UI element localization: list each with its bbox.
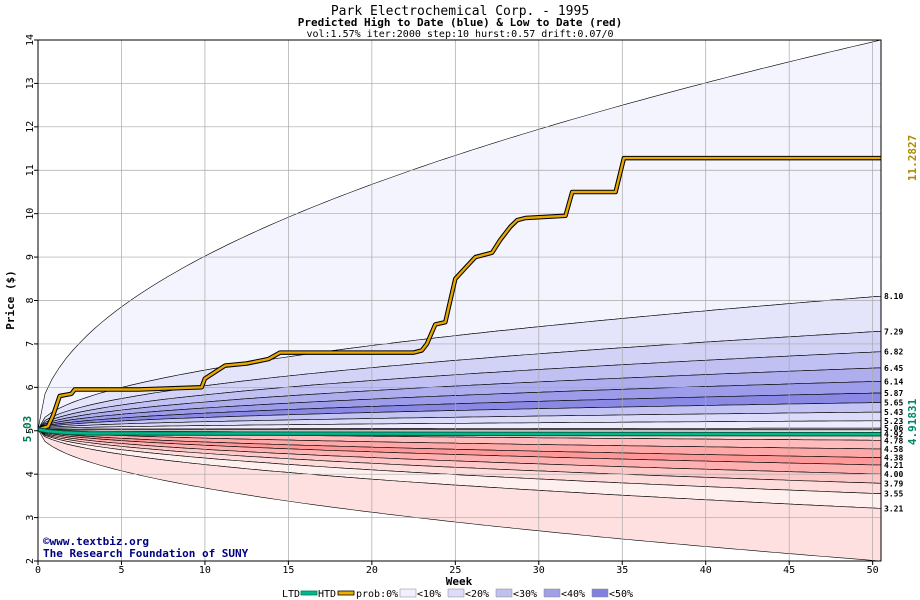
- band-labels: 8.10 7.29 6.82 6.45 6.14 5.875.655.435.235.06…: [884, 292, 903, 513]
- legend-ltd-swatch: [300, 590, 318, 596]
- y-axis-ticks: 2 3 4 5 6 7 8 9 10 11 12 13 14: [25, 34, 38, 564]
- watermark-line-2: The Research Foundation of SUNY: [43, 547, 249, 560]
- x-tick-label: 0: [35, 565, 41, 576]
- y-tick-label: 5: [25, 428, 36, 434]
- legend-items: <10% <20% <30% <40% <50%: [399, 588, 633, 600]
- y-tick-label: 2: [25, 558, 36, 564]
- band-end-label: 3.55: [884, 490, 903, 499]
- x-axis-label: Week: [446, 575, 473, 588]
- band-end-label: 8.10: [884, 292, 903, 301]
- y-tick-label: 4: [25, 471, 36, 477]
- htd-line: [37, 156, 881, 431]
- x-tick-label: 50: [867, 565, 879, 576]
- series-lines: [37, 155, 882, 437]
- band-end-label: 4.92: [884, 430, 903, 439]
- x-tick-label: 40: [700, 565, 712, 576]
- band-end-label: 5.23: [884, 417, 903, 426]
- htd-final-label: 11.2827: [906, 135, 919, 181]
- y-tick-label: 9: [25, 254, 36, 260]
- y-tick-label: 10: [25, 208, 36, 220]
- band-end-label: 5.87: [884, 389, 903, 398]
- legend-htd-swatch: [337, 590, 355, 596]
- legend-prob-label: prob:0%: [356, 589, 398, 600]
- start-price-label: 5.03: [21, 416, 34, 443]
- ltd-line: [37, 428, 882, 436]
- y-tick-label: 7: [25, 341, 36, 347]
- y-tick-label: 13: [25, 77, 36, 89]
- x-axis-ticks: 0 5 10 15 20 25 30 35 40 45 50: [35, 561, 879, 576]
- band-end-label: 4.58: [884, 445, 903, 454]
- band-end-label: 7.29: [884, 327, 903, 336]
- band-end-label: 3.79: [884, 479, 903, 488]
- band-end-label: 6.45: [884, 364, 903, 373]
- x-tick-label: 45: [783, 565, 795, 576]
- chart-title: Park Electrochemical Corp. - 1995: [331, 4, 589, 19]
- band-end-label: 5.65: [884, 399, 903, 408]
- band-end-label: 4.21: [884, 461, 903, 470]
- ltd-final-label: 4.91831: [906, 398, 919, 445]
- legend-htd-label: HTD: [318, 589, 336, 600]
- x-tick-label: 5: [118, 565, 124, 576]
- watermark-line-1: ©www.textbiz.org: [43, 535, 149, 548]
- y-tick-label: 3: [25, 515, 36, 521]
- band-end-label: 4.00: [884, 470, 903, 479]
- band-end-label: 4.38: [884, 454, 903, 463]
- y-tick-label: 14: [25, 34, 36, 46]
- legend-item-label: <40%: [561, 589, 585, 600]
- band-end-label: 3.21: [884, 504, 903, 513]
- y-tick-label: 11: [25, 164, 36, 176]
- band-end-label: 4.78: [884, 436, 903, 445]
- band-end-label: 6.14: [884, 377, 903, 386]
- y-tick-label: 8: [25, 297, 36, 303]
- legend-item-label: <20%: [465, 589, 489, 600]
- legend: LTD HTD prob:0% <10% <20% <30% <40% <50%: [282, 588, 633, 600]
- legend-swatch-1: [447, 588, 465, 598]
- chart-subtitle: Predicted High to Date (blue) & Low to D…: [298, 16, 623, 29]
- x-tick-label: 35: [616, 565, 628, 576]
- band-end-label: 6.82: [884, 348, 903, 357]
- legend-item-label: <30%: [513, 589, 537, 600]
- grid-lines: [38, 40, 881, 561]
- x-tick-label: 20: [366, 565, 378, 576]
- legend-swatch-0: [399, 588, 417, 598]
- legend-swatch-2: [495, 588, 513, 598]
- x-tick-label: 15: [282, 565, 294, 576]
- y-tick-label: 12: [25, 121, 36, 133]
- legend-swatch-3: [543, 588, 561, 598]
- band-end-label: 5.43: [884, 408, 903, 417]
- legend-item-label: <50%: [609, 589, 633, 600]
- x-tick-label: 25: [449, 565, 461, 576]
- x-tick-label: 10: [199, 565, 211, 576]
- y-axis-label: Price ($): [4, 270, 17, 330]
- legend-swatch-4: [591, 588, 609, 598]
- band-end-label: 5.06: [884, 424, 903, 433]
- legend-ltd-label: LTD: [282, 589, 300, 600]
- legend-item-label: <10%: [417, 589, 441, 600]
- x-tick-label: 30: [533, 565, 545, 576]
- y-tick-label: 6: [25, 384, 36, 390]
- chart-params: vol:1.57% iter:2000 step:10 hurst:0.57 d…: [306, 29, 613, 40]
